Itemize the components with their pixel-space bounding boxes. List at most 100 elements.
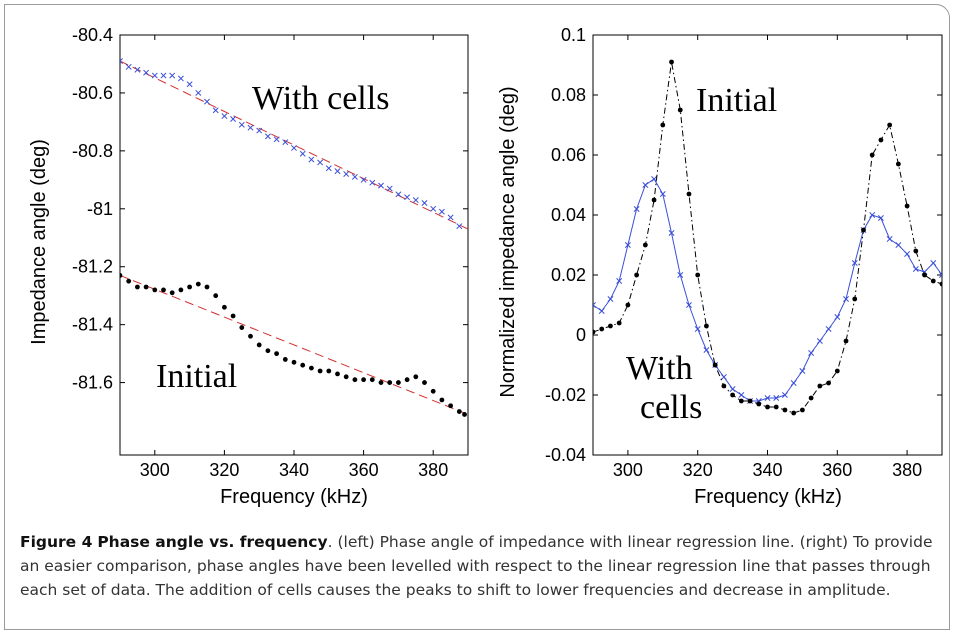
left-series-1-point — [152, 287, 158, 293]
left-series-1-point — [462, 412, 467, 417]
right-series-1-point — [861, 227, 866, 233]
left-series-1-point — [448, 403, 453, 409]
left-series-0-point — [421, 200, 428, 206]
left-series-1-point — [291, 359, 297, 365]
right-series-0-point — [677, 272, 684, 278]
left-series-1-point — [222, 304, 227, 310]
left-series-1-point — [135, 284, 140, 290]
left-series-0-point — [134, 66, 141, 73]
right-series-0-point — [686, 302, 692, 308]
left-x-tick-label: 340 — [279, 460, 309, 480]
right-series-0-point — [729, 386, 736, 392]
left-series-1-point — [396, 380, 401, 385]
right-series-0-point — [651, 176, 658, 182]
left-series-0-point — [438, 208, 445, 215]
right-y-tick-label: 0.02 — [551, 265, 586, 285]
left-ylabel: Impedance angle (deg) — [28, 139, 50, 345]
left-series-1-point — [274, 351, 279, 357]
left-y-ticks: -80.4 -80.6 -80.8 -81 -81.2 -81.4 -81.6 — [72, 25, 468, 393]
left-series-0-point — [230, 116, 237, 122]
left-series-0-point — [120, 58, 123, 65]
right-series-1-point — [625, 302, 631, 308]
right-series-0-point — [773, 395, 780, 401]
left-xlabel: Frequency (kHz) — [220, 486, 368, 508]
left-series-1-point — [456, 409, 462, 414]
left-series-1-point — [439, 397, 445, 403]
right-series-0-point — [593, 302, 596, 308]
left-series-1-point — [317, 368, 323, 374]
right-series-0 — [593, 176, 942, 404]
right-series-1 — [593, 59, 942, 416]
right-series-1-point — [642, 242, 648, 248]
left-series-1-point — [204, 284, 210, 290]
left-series-1-point — [378, 380, 384, 385]
figure-caption: Figure 4 Phase angle vs. frequency. (lef… — [20, 530, 945, 602]
right-series-0-point — [816, 338, 823, 344]
right-series-0-point — [633, 206, 640, 212]
left-x-tick-label: 380 — [418, 460, 448, 480]
left-series-1-point — [404, 377, 410, 383]
right-series-1-point — [782, 407, 788, 413]
right-y-ticks: 0.1 0.08 0.06 0.04 0.02 0 -0.02 -0.04 — [545, 25, 942, 465]
right-series-1-line — [593, 61, 942, 414]
left-regression-line-1 — [120, 274, 468, 415]
right-series-1-point — [686, 191, 692, 197]
left-series-1-point — [256, 342, 262, 348]
left-series-1-point — [335, 371, 340, 377]
right-y-tick-label: 0.1 — [561, 25, 586, 45]
left-series-1-point — [213, 293, 219, 299]
left-series-1-point — [265, 348, 271, 354]
right-y-tick-label: -0.02 — [545, 385, 586, 405]
left-series-0-point — [369, 179, 376, 186]
right-series-1-point — [922, 272, 927, 278]
left-series-0-point — [404, 194, 411, 201]
left-series-0-point — [351, 173, 358, 180]
right-x-tick-label: 380 — [892, 460, 922, 480]
left-series-1-point — [230, 313, 236, 319]
left-series-1-point — [120, 273, 123, 278]
left-series-0-point — [395, 191, 402, 198]
left-series-0-point — [386, 185, 393, 192]
left-series-1-point — [143, 284, 149, 290]
right-series-0-point — [912, 266, 919, 272]
left-series-1-point — [239, 325, 245, 330]
right-series-1-point — [826, 380, 831, 386]
left-series-0 — [120, 58, 463, 230]
right-series-0-point — [843, 296, 849, 302]
right-series-0-point — [939, 272, 942, 278]
right-series-1-point — [730, 392, 735, 398]
right-series-1-point — [616, 320, 622, 326]
left-series-0-point — [447, 214, 454, 221]
right-series-1-point — [773, 404, 779, 410]
right-x-tick-label: 320 — [683, 460, 713, 480]
right-series-1-point — [939, 281, 942, 287]
right-series-0-point — [624, 242, 631, 248]
figure-frame — [4, 4, 950, 630]
right-series-1-point — [593, 329, 596, 335]
right-plot-area — [593, 59, 942, 416]
left-series-1-point — [369, 377, 375, 383]
left-series-1-point — [413, 374, 419, 380]
right-series-0-point — [764, 395, 771, 401]
left-series-1 — [120, 273, 467, 417]
left-series-1-point — [161, 287, 166, 293]
left-x-tick-label: 300 — [140, 460, 170, 480]
left-series-1-point — [326, 368, 332, 374]
left-series-1-point — [361, 377, 366, 383]
caption-title: Phase angle vs. frequency — [97, 533, 328, 551]
left-series-0-point — [291, 145, 297, 151]
right-series-1-point — [738, 398, 744, 404]
left-series-0-point — [456, 223, 463, 230]
right-x-tick-label: 340 — [752, 460, 782, 480]
left-series-0-point — [412, 197, 419, 204]
left-y-tick-label: -81.6 — [72, 373, 113, 393]
left-series-0-point — [325, 165, 332, 172]
right-series-0-point — [607, 296, 614, 302]
right-series-0-point — [895, 242, 902, 248]
left-series-0-point — [169, 72, 176, 79]
right-series-1-point — [791, 410, 797, 416]
right-series-1-point — [721, 383, 727, 389]
left-x-ticks: 300 320 340 360 380 — [140, 35, 448, 480]
left-y-tick-label: -81.2 — [72, 257, 113, 277]
right-y-tick-label: 0 — [576, 325, 586, 345]
